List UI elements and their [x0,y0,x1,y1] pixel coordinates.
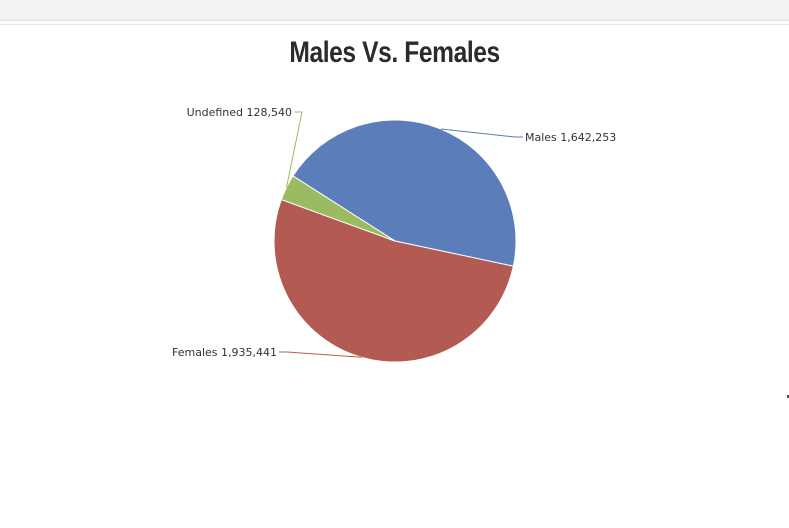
leader-line-males [440,128,523,138]
app-toolbar [0,0,789,21]
leader-line-undefined [286,111,303,188]
slice-label-females: Females 1,935,441 [172,346,277,359]
slice-label-males: Males 1,642,253 [525,131,616,144]
leader-line-females [279,351,362,358]
slice-labels: Males 1,642,253 Females 1,935,441 Undefine… [172,106,616,359]
pie-slices [273,119,517,363]
scroll-edge-marker [787,395,789,398]
leader-lines [279,111,523,358]
slice-label-undefined: Undefined 128,540 [187,106,292,119]
chart-title: Males Vs. Females [289,36,500,69]
pie-slice-females[interactable] [273,198,514,363]
